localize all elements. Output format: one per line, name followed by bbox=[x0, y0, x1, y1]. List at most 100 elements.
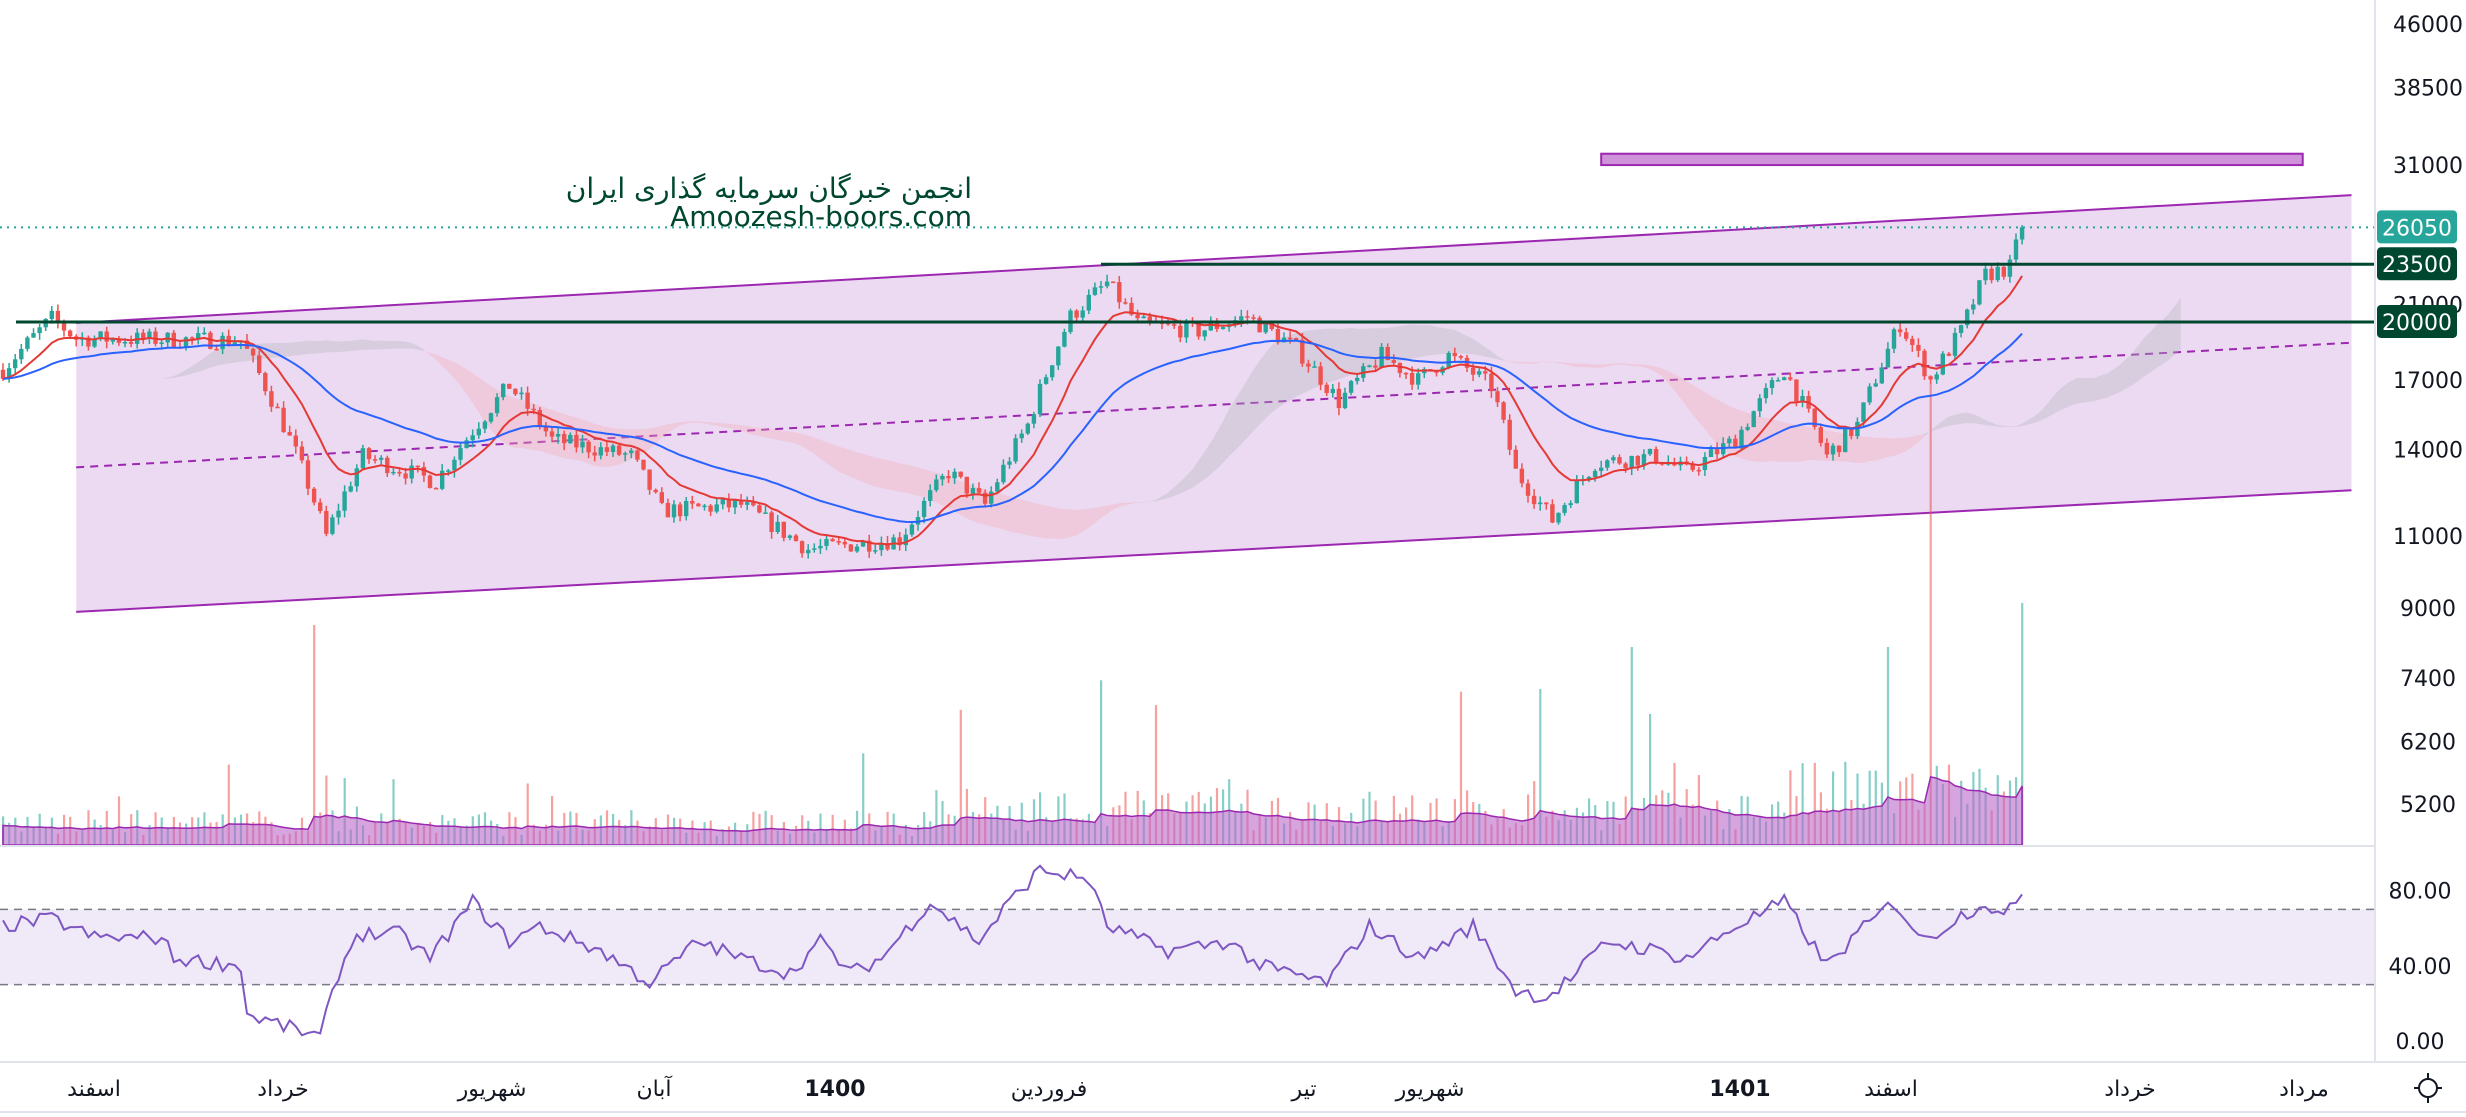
candle-body bbox=[482, 421, 488, 429]
cloud-segment bbox=[2150, 325, 2157, 373]
candle-body bbox=[1812, 408, 1817, 428]
candle-body bbox=[1891, 329, 1897, 349]
candle-body bbox=[903, 534, 908, 546]
time-label: شهریور bbox=[457, 1077, 527, 1102]
cloud-segment bbox=[1033, 502, 1040, 538]
price-tick-label: 17000 bbox=[2393, 369, 2463, 394]
candle-body bbox=[1568, 503, 1573, 506]
cloud-segment bbox=[1454, 329, 1461, 354]
parallel-channel[interactable] bbox=[76, 152, 2352, 613]
candle-body bbox=[1934, 374, 1939, 380]
cloud-segment bbox=[1662, 368, 1669, 383]
candle-body bbox=[684, 500, 689, 517]
rsi-axis[interactable]: 80.00 40.00 0.00 bbox=[2389, 880, 2452, 1055]
time-label: آبان bbox=[636, 1075, 672, 1102]
candle-body bbox=[397, 471, 402, 474]
candle-body bbox=[293, 435, 298, 447]
cloud-segment bbox=[1997, 425, 2004, 427]
cloud-segment bbox=[1058, 508, 1065, 539]
candle-body bbox=[909, 524, 915, 535]
candle-body bbox=[897, 537, 902, 546]
horizontal-levels[interactable] bbox=[0, 226, 2375, 324]
cloud-segment bbox=[301, 340, 308, 355]
channel-upper-line[interactable] bbox=[76, 194, 2352, 324]
sun-gear-icon[interactable] bbox=[2414, 1073, 2442, 1103]
cloud-segment bbox=[1271, 340, 1278, 413]
cloud-segment bbox=[1637, 364, 1644, 368]
candle-body bbox=[67, 330, 73, 337]
candle-body bbox=[1202, 330, 1207, 337]
cloud-segment bbox=[240, 345, 247, 362]
candle-body bbox=[1245, 316, 1250, 318]
candle-body bbox=[147, 331, 152, 339]
price-axis[interactable]: 4600038500310002100017000140001100090007… bbox=[2393, 13, 2463, 818]
cloud-segment bbox=[1650, 365, 1657, 373]
cloud-segment bbox=[1137, 502, 1144, 503]
cloud-segment bbox=[2052, 390, 2059, 415]
cloud-segment bbox=[1942, 416, 1949, 428]
volume-bars bbox=[2, 383, 2024, 846]
cloud-segment bbox=[326, 340, 333, 353]
cloud-segment bbox=[1210, 432, 1217, 475]
candle-body bbox=[592, 452, 597, 456]
cloud-segment bbox=[1363, 328, 1370, 372]
candle-body bbox=[250, 348, 256, 356]
candle-body bbox=[1385, 346, 1390, 361]
cloud-segment bbox=[186, 366, 193, 376]
cloud-segment bbox=[1009, 496, 1016, 533]
candle-body bbox=[1007, 461, 1012, 465]
cloud-segment bbox=[1881, 438, 1888, 459]
candle-body bbox=[787, 535, 793, 538]
time-label: خرداد bbox=[2104, 1077, 2155, 1102]
candle-body bbox=[470, 435, 475, 441]
candle-body bbox=[1373, 365, 1378, 368]
cloud-segment bbox=[2058, 385, 2065, 412]
candle-body bbox=[830, 539, 835, 542]
candle-body bbox=[1843, 428, 1848, 453]
cloud-segment bbox=[289, 341, 296, 357]
cloud-segment bbox=[1259, 352, 1266, 425]
cloud-segment bbox=[741, 425, 748, 433]
candle-body bbox=[13, 359, 18, 369]
cloud-segment bbox=[436, 354, 443, 366]
cloud-segment bbox=[1979, 416, 1986, 426]
cloud-segment bbox=[710, 422, 717, 426]
cloud-segment bbox=[314, 340, 321, 354]
cloud-segment bbox=[1021, 499, 1028, 536]
cloud-segment bbox=[1113, 503, 1120, 510]
candle-body bbox=[1519, 468, 1525, 484]
candle-body bbox=[1836, 445, 1842, 453]
cloud-segment bbox=[2022, 420, 2029, 426]
rectangle-drawing[interactable] bbox=[1600, 152, 2304, 167]
candle-body bbox=[1965, 309, 1970, 326]
candle-body bbox=[1995, 266, 2000, 281]
candle-body bbox=[1355, 377, 1360, 382]
volume-bar bbox=[1100, 680, 1103, 845]
cloud-segment bbox=[1229, 399, 1236, 457]
cloud-segment bbox=[2125, 353, 2132, 389]
cloud-segment bbox=[1351, 327, 1358, 375]
cloud-segment bbox=[747, 426, 754, 435]
cloud-segment bbox=[893, 461, 900, 492]
candle-body bbox=[1172, 324, 1177, 326]
candle-body bbox=[318, 502, 323, 512]
time-axis[interactable]: اسفند خرداد شهریور آبان 1400 فروردین تیر شهریور… bbox=[67, 1075, 2329, 1102]
rsi-tick-label: 40.00 bbox=[2389, 955, 2452, 980]
channel-lower-line[interactable] bbox=[76, 489, 2352, 613]
cloud-segment bbox=[771, 429, 778, 440]
cloud-segment bbox=[735, 424, 742, 431]
candle-body bbox=[6, 368, 12, 379]
channel-median-line[interactable] bbox=[76, 341, 2352, 469]
volume-bar bbox=[313, 625, 316, 845]
cloud-segment bbox=[393, 341, 400, 349]
candle-body bbox=[153, 331, 158, 344]
rsi-pane bbox=[0, 864, 2375, 1037]
candle-body bbox=[738, 499, 744, 505]
cloud-segment bbox=[1534, 361, 1541, 364]
cloud-segment bbox=[1040, 504, 1047, 539]
candle-body bbox=[275, 406, 280, 409]
cloud-segment bbox=[2034, 411, 2041, 423]
candle-body bbox=[86, 337, 91, 347]
cloud-segment bbox=[716, 422, 723, 428]
